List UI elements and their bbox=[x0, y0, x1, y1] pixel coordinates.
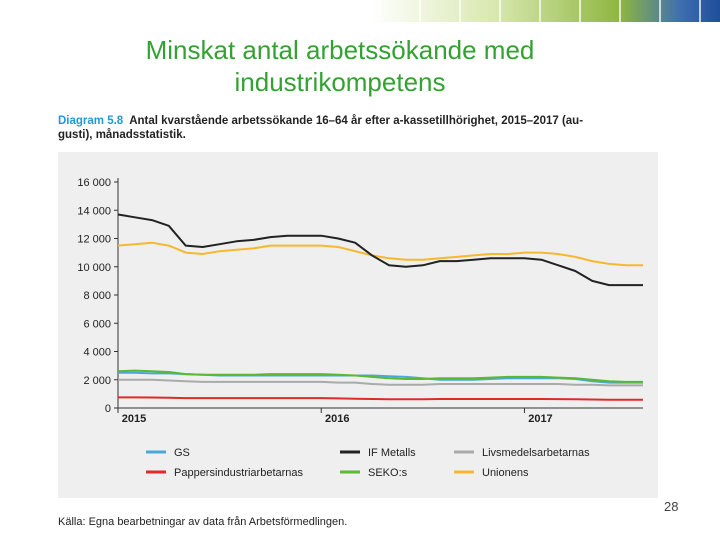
y-tick-label: 16 000 bbox=[77, 177, 111, 189]
series-line-livsmedelsarbetarnas bbox=[118, 378, 643, 387]
legend-label: Pappersindustriarbetarnas bbox=[174, 467, 304, 479]
legend-label: IF Metalls bbox=[368, 447, 416, 459]
slide-title: Minskat antal arbetssökande med industri… bbox=[80, 34, 600, 98]
diagram-heading: Diagram 5.8 Antal kvarstående arbetssökan… bbox=[58, 114, 648, 142]
x-tick-label: 2015 bbox=[122, 413, 146, 425]
legend-label: GS bbox=[174, 447, 190, 459]
source-note: Källa: Egna bearbetningar av data från A… bbox=[58, 516, 348, 528]
x-tick-label: 2017 bbox=[528, 413, 552, 425]
series-line-unionens bbox=[117, 241, 643, 267]
slide-title-line2: industrikompetens bbox=[234, 67, 446, 97]
x-tick-label: 2016 bbox=[325, 413, 349, 425]
legend-label: Unionens bbox=[482, 467, 529, 479]
y-tick-label: 2 000 bbox=[83, 375, 111, 387]
legend-label: SEKO:s bbox=[368, 467, 408, 479]
y-tick-label: 10 000 bbox=[77, 262, 111, 274]
slide-title-line1: Minskat antal arbetssökande med bbox=[145, 35, 535, 65]
legend-label: Livsmedelsarbetarnas bbox=[482, 447, 590, 459]
y-tick-label: 0 bbox=[105, 403, 111, 415]
y-tick-label: 14 000 bbox=[77, 205, 111, 217]
y-tick-label: 12 000 bbox=[77, 234, 111, 246]
page-number: 28 bbox=[664, 499, 679, 514]
line-chart: 0 2 000 4 000 6 000 8 000 10 000 12 000 14 000 1… bbox=[77, 177, 643, 479]
diagram-number: Diagram 5.8 bbox=[58, 115, 124, 127]
y-tick-label: 8 000 bbox=[83, 290, 111, 302]
series-line-pappersindustriarbetarnas bbox=[118, 396, 643, 401]
diagram-title-line1: Antal kvarstående arbetssökande 16–64 år… bbox=[129, 115, 584, 127]
y-tick-label: 6 000 bbox=[83, 318, 111, 330]
y-tick-label: 4 000 bbox=[83, 347, 111, 359]
diagram-title-line2: gusti), månadsstatistik. bbox=[58, 129, 186, 141]
chart-panel: 0 2 000 4 000 6 000 8 000 10 000 12 000 14 000 1… bbox=[58, 152, 658, 498]
series-line-if-metalls bbox=[117, 213, 643, 287]
series-line-seko-s bbox=[117, 369, 643, 383]
top-decoration-bar bbox=[220, 0, 720, 22]
